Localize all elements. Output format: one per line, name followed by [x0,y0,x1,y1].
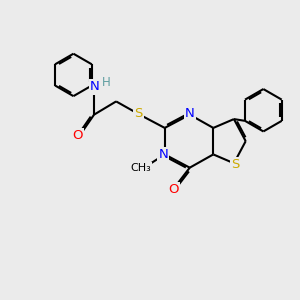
Text: N: N [185,107,195,120]
Text: N: N [158,148,168,161]
Text: O: O [72,129,83,142]
Text: S: S [134,107,143,120]
Text: CH₃: CH₃ [130,163,151,173]
Text: H: H [102,76,111,89]
Text: N: N [90,80,100,94]
Text: O: O [168,183,179,196]
Text: S: S [231,158,240,171]
